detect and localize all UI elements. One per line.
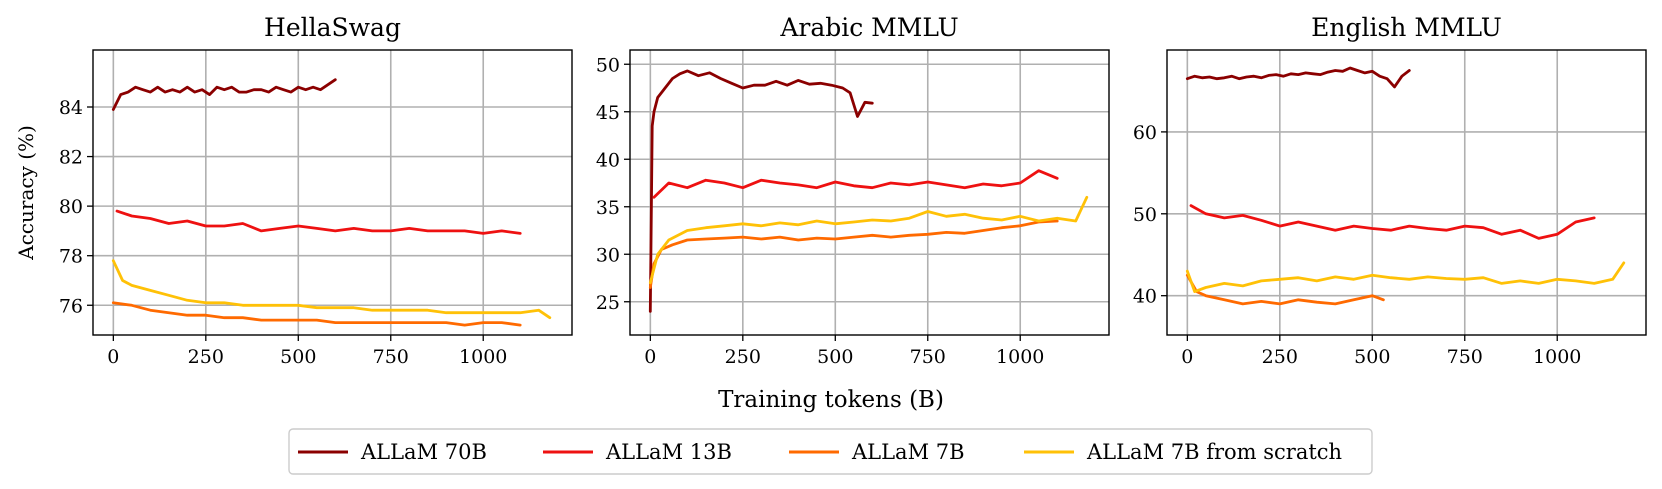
panel-hellaswag: 0 250 500 750 1000 76 78 80 82 84 HellaSwag Accurac… [14,13,573,368]
panel-hellaswag-y-tick-label: 78 [59,246,83,268]
legend-label-allam-7b: ALLaM 7B [851,440,965,464]
panel-hellaswag-x-tick-label: 1000 [459,346,507,368]
panel-english-mmlu-line-allam-7b-from-scratch [1185,261,1626,293]
legend-label-allam-13b: ALLaM 13B [605,440,732,464]
panel-hellaswag-title: HellaSwag [264,13,401,42]
panel-arabic-mmlu-x-tick-label: 250 [725,346,761,368]
panel-hellaswag-y-tick-label: 76 [59,295,83,317]
panel-arabic-mmlu-y-tick-label: 25 [596,292,620,314]
legend-label-allam-70b: ALLaM 70B [360,440,487,464]
panel-arabic-mmlu-x-tick-label: 750 [910,346,946,368]
panel-english-mmlu-x-tick-label: 250 [1262,346,1298,368]
panel-hellaswag-line-allam-70b [111,78,337,111]
panel-english-mmlu-line-allam-70b [1185,66,1411,89]
panel-arabic-mmlu-x-tick-label: 1000 [996,346,1044,368]
panel-arabic-mmlu-x-tick-label: 0 [644,346,656,368]
panel-arabic-mmlu-y-tick-label: 35 [596,197,620,219]
panel-hellaswag-y-axis-label: Accuracy (%) [14,125,38,261]
panel-english-mmlu-x-tick-label: 1000 [1533,346,1581,368]
panel-arabic-mmlu-line-allam-7b [648,219,1059,289]
panel-english-mmlu-x-tick-label: 500 [1354,346,1390,368]
panel-english-mmlu: 0 250 500 750 1000 40 50 60 English MMLU [1133,13,1647,368]
panel-english-mmlu-frame [1166,49,1647,336]
panel-english-mmlu-line-allam-13b [1189,204,1596,240]
panel-hellaswag-x-tick-label: 500 [280,346,316,368]
panel-arabic-mmlu-x-tick-label: 500 [817,346,853,368]
panel-english-mmlu-y-tick-label: 60 [1133,122,1157,144]
legend-entry-allam-13b: ALLaM 13B [543,440,732,464]
panel-english-mmlu-line-allam-7b [1185,273,1385,306]
panel-hellaswag-line-allam-7b [111,301,522,327]
panel-arabic-mmlu-frame [629,49,1110,336]
panel-english-mmlu-y-tick-label: 50 [1133,204,1157,226]
x-axis-label: Training tokens (B) [718,387,944,413]
panel-hellaswag-x-tick-label: 750 [373,346,409,368]
panel-arabic-mmlu-title: Arabic MMLU [779,13,958,42]
panel-arabic-mmlu-y-tick-label: 30 [596,244,620,266]
panel-hellaswag-y-tick-label: 82 [59,147,83,169]
panel-english-mmlu-series-group [1185,66,1626,306]
panel-arabic-mmlu-line-allam-70b [648,69,874,313]
panel-hellaswag-y-tick-label: 84 [59,97,83,119]
panel-english-mmlu-title: English MMLU [1311,13,1502,42]
legend-entry-allam-70b: ALLaM 70B [298,440,487,464]
panel-arabic-mmlu-y-tick-label: 50 [596,54,620,76]
panel-hellaswag-y-tick-label: 80 [59,196,83,218]
legend-entry-allam-7b-from-scratch: ALLaM 7B from scratch [1024,440,1342,464]
legend-label-allam-7b-from-scratch: ALLaM 7B from scratch [1086,440,1342,464]
panel-arabic-mmlu-y-tick-label: 40 [596,149,620,171]
panel-hellaswag-x-tick-label: 0 [107,346,119,368]
panel-hellaswag-series-group [111,78,552,327]
legend: ALLaM 70B ALLaM 13B ALLaM 7B ALLaM 7B fr… [288,428,1373,475]
panel-arabic-mmlu: 0 250 500 750 1000 25 30 35 40 45 50 Arabic MMLU [596,13,1110,368]
panel-hellaswag-line-allam-7b-from-scratch [111,259,552,320]
panel-english-mmlu-y-tick-label: 40 [1133,286,1157,308]
panel-arabic-mmlu-line-allam-7b-from-scratch [648,195,1089,285]
panel-hellaswag-x-tick-label: 250 [188,346,224,368]
chart-panels: 0 250 500 750 10007678808284HellaSwagAccurac… [14,13,1647,368]
panel-arabic-mmlu-line-allam-13b [652,169,1059,199]
legend-entry-allam-7b: ALLaM 7B [789,440,965,464]
panel-arabic-mmlu-series-group [648,69,1089,313]
panel-english-mmlu-x-tick-label: 0 [1181,346,1193,368]
panel-hellaswag-frame [92,49,573,336]
panel-hellaswag-line-allam-13b [115,209,522,235]
panel-english-mmlu-x-tick-label: 750 [1447,346,1483,368]
panel-arabic-mmlu-y-tick-label: 45 [596,102,620,124]
